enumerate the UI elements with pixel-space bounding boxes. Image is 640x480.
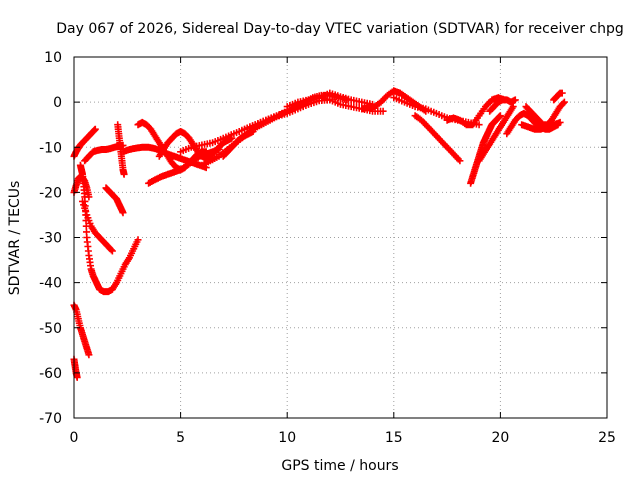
x-tick-label: 10 [278,430,296,446]
data-points [486,96,519,115]
series-sat-p [219,128,257,160]
y-tick-label: -40 [39,276,62,292]
data-points [411,112,464,165]
data-points [114,121,128,178]
series-sat-g [81,141,127,165]
x-tick-label: 15 [385,430,403,446]
series-sat-f [79,197,116,255]
y-tick-label: -50 [39,321,62,337]
series-sat-w [467,112,504,187]
x-tick-label: 20 [491,430,509,446]
data-points [522,98,568,129]
data-points [155,128,236,162]
data-points [79,197,116,255]
series-sat-h [102,184,127,217]
y-tick-label: -20 [39,185,62,201]
y-tick-label: 0 [53,95,62,111]
y-tick-label: -10 [39,140,62,156]
series-sat-m [155,128,236,162]
y-tick-label: -30 [39,231,62,247]
series-sat-x [475,103,517,165]
series-sat-y [486,96,519,115]
series-sat-c [70,355,81,381]
data-points [76,161,142,296]
series-sat-v [443,94,509,129]
series-sat-ac [550,89,566,104]
data-points [70,355,81,381]
series-sat-u [411,112,464,165]
series-sat-ab [522,98,568,129]
y-axis-label: SDTVAR / TECUs [7,181,23,296]
y-tick-label: -60 [39,366,62,382]
chart-title: Day 067 of 2026, Sidereal Day-to-day VTE… [56,21,624,37]
data-points [102,184,127,217]
data-points [467,112,504,187]
series-sat-i [114,121,128,178]
data-points [443,94,509,129]
series-sat-e [76,161,142,296]
x-tick-label: 0 [70,430,79,446]
data-points [81,141,127,165]
data-points [475,103,517,165]
y-tick-label: -70 [39,411,62,427]
x-tick-label: 25 [598,430,616,446]
series-layer [70,87,568,381]
data-points [550,89,566,104]
x-axis-label: GPS time / hours [281,458,398,474]
grid [74,57,607,418]
data-points [219,128,257,160]
ticks: 0 5 10 15 20 25 10 0 -10 -20 -30 -40 -50 -60 -70 [39,50,616,446]
y-tick-label: 10 [44,50,62,66]
x-tick-label: 5 [176,430,185,446]
